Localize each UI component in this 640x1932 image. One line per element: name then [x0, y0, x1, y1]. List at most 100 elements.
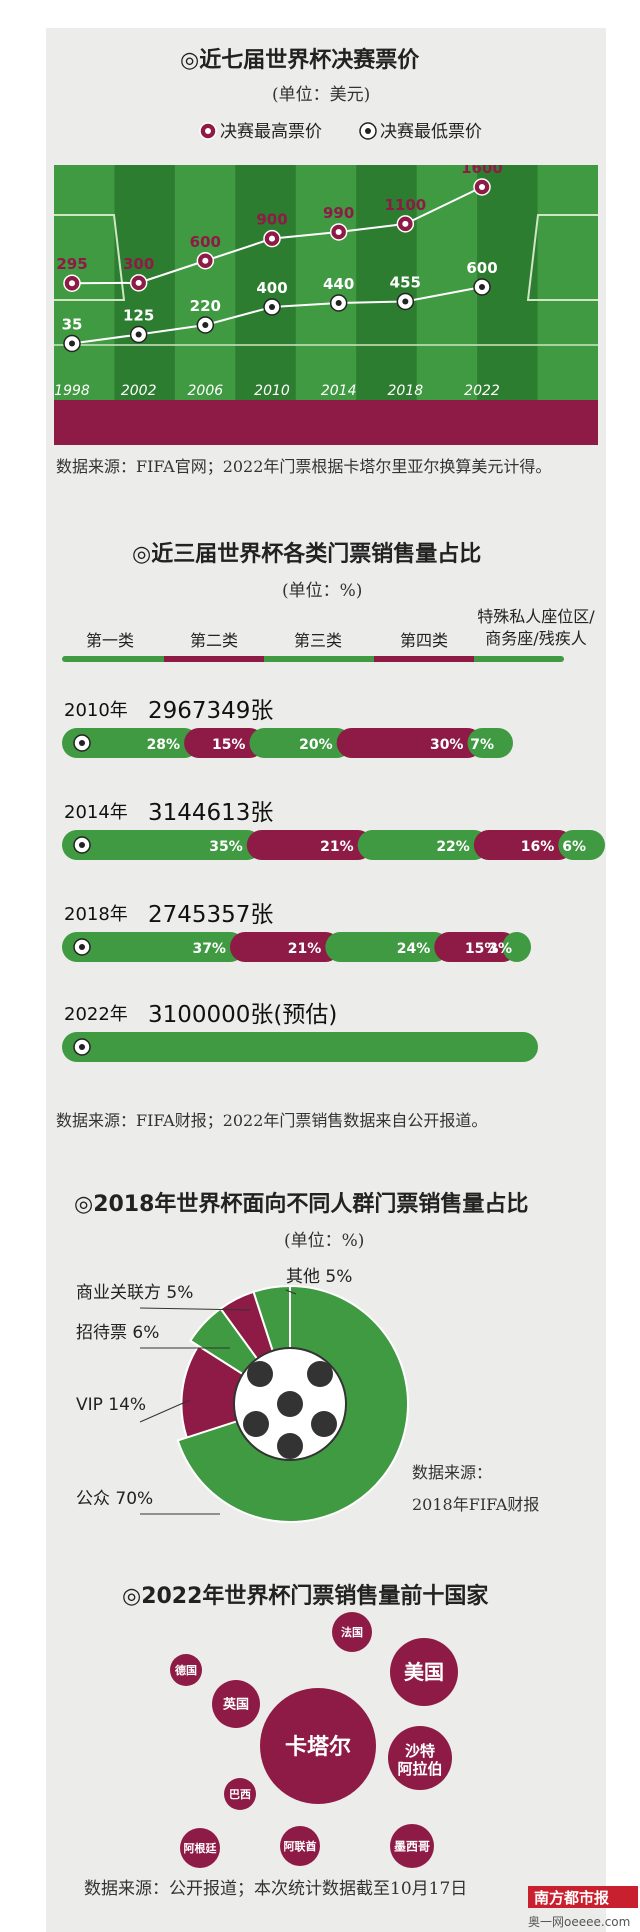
country-bubble [180, 1828, 220, 1868]
data-label: 220 [190, 297, 221, 315]
price-line-chart: 1998 2002 2006 2010 2014 2018 2022 295 300 600 90… [54, 165, 598, 445]
x-tick-label: 1998 [54, 383, 90, 399]
bar-segment [246, 830, 373, 860]
bar-segment [62, 932, 245, 962]
ball-icon [365, 128, 371, 134]
ball-marker-patch [78, 739, 86, 747]
country-name: 阿拉伯 [397, 1760, 442, 1778]
bar-value-label: 30% [430, 737, 464, 753]
country-name: 阿根廷 [184, 1841, 218, 1855]
bar-value-label: 24% [397, 941, 431, 957]
bar-segment [62, 728, 200, 758]
ball-marker-patch [68, 280, 76, 287]
row-year: 2022年 [64, 1004, 128, 1025]
price-chart-unit: (单位：美元) [272, 85, 371, 105]
soccer-ball-patch [277, 1433, 303, 1459]
bar-segment [62, 830, 262, 860]
ball-marker-patch [135, 331, 142, 338]
country-name: 德国 [174, 1663, 197, 1677]
bar-value-label: 16% [521, 839, 555, 855]
logo-url: 奥一网oeeee.com [528, 1915, 630, 1929]
bar-value-label: 3% [488, 941, 512, 957]
soccer-ball-patch [307, 1361, 333, 1387]
share-chart-title: ◎近三届世界杯各类门票销售量占比 [132, 542, 482, 567]
bar-value-label: 22% [436, 839, 470, 855]
ball-marker-patch [478, 183, 486, 191]
country-name: 英国 [222, 1697, 249, 1713]
data-label: 300 [123, 255, 154, 273]
country-name: 卡塔尔 [285, 1734, 351, 1760]
audience-source-line2: 2018年FIFA财报 [412, 1495, 540, 1514]
share-chart-source: 数据来源：FIFA财报；2022年门票销售数据来自公开报道。 [56, 1111, 488, 1130]
country-bubble [390, 1824, 434, 1868]
legend-category: 第一类 [86, 631, 134, 650]
country-chart-source: 数据来源：公开报道；本次统计数据截至10月17日 [84, 1879, 468, 1899]
country-bubble [260, 1688, 376, 1804]
x-tick-label: 2002 [121, 383, 157, 399]
price-chart-title: ◎近七届世界杯决赛票价 [180, 48, 420, 73]
country-name: 法国 [341, 1625, 363, 1639]
newspaper-logo: 南方都市报 奥一网oeeee.com [528, 1886, 638, 1929]
bar-value-label: 20% [299, 737, 333, 753]
bar-segment [558, 830, 605, 860]
pie-label: 其他 5% [286, 1267, 352, 1287]
data-label: 1600 [461, 165, 503, 177]
row-year: 2018年 [64, 904, 128, 925]
data-label: 900 [256, 211, 287, 229]
bar-segment [184, 728, 265, 758]
pitch-stripe [174, 165, 237, 400]
bar-value-label: 21% [288, 941, 322, 957]
country-name: 阿联酋 [284, 1839, 317, 1853]
data-label: 455 [390, 274, 421, 292]
bar-value-label: 37% [192, 941, 226, 957]
row-total: 3100000张(预估) [148, 1002, 337, 1028]
data-label: 600 [466, 259, 497, 277]
data-label: 440 [323, 275, 354, 293]
logo-text: 南方都市报 [534, 1889, 609, 1907]
bar-value-label: 6% [562, 839, 586, 855]
pie-leader [139, 1399, 191, 1423]
ball-marker-patch [78, 841, 86, 849]
pie-label: 公众 70% [76, 1489, 153, 1509]
pie-label: VIP 14% [76, 1395, 146, 1415]
bar-segment [62, 1032, 538, 1062]
pitch-stripe [295, 165, 358, 400]
row-total: 2745357张 [148, 902, 273, 928]
bar-value-label: 15% [465, 941, 499, 957]
pitch-stripe [537, 165, 598, 400]
country-bubble [280, 1826, 320, 1866]
x-tick-label: 2006 [188, 383, 224, 399]
bar-segment [467, 728, 513, 758]
country-name: 墨西哥 [394, 1839, 430, 1853]
ball-icon [205, 128, 211, 134]
ball-marker-patch [268, 303, 276, 311]
bar-value-label: 15% [212, 737, 246, 753]
bar-segment [249, 728, 352, 758]
bar-segment [229, 932, 341, 962]
data-label: 295 [56, 255, 87, 273]
ball-marker-patch [335, 228, 342, 236]
legend-bar [62, 656, 564, 662]
bar-segment [473, 830, 574, 860]
legend-low-label: 决赛最低票价 [380, 121, 482, 142]
ball-marker-patch [78, 943, 86, 951]
share-stacked-bar-chart: 第一类 第二类 第三类 第四类 特殊私人座位区/商务座/残疾人 2010年 2967349… [62, 607, 605, 1062]
bar-segment [325, 932, 450, 962]
country-bubble [390, 1638, 458, 1706]
row-total: 3144613张 [148, 800, 273, 826]
pie-label: 商业关联方 5% [76, 1283, 193, 1303]
ball-marker-patch [202, 321, 209, 329]
country-bubble [170, 1654, 202, 1686]
legend-category: 第二类 [190, 631, 238, 650]
ball-marker-patch [68, 340, 76, 347]
x-tick-label: 2022 [464, 383, 500, 399]
ball-marker-patch [202, 257, 209, 264]
x-tick-label: 2018 [388, 383, 424, 399]
ball-marker-patch [335, 299, 342, 307]
bar-segment [357, 830, 489, 860]
audience-chart-title: ◎2018年世界杯面向不同人群门票销售量占比 [74, 1192, 529, 1217]
country-chart-title: ◎2022年世界杯门票销售量前十国家 [122, 1584, 489, 1609]
bar-value-label: 21% [320, 839, 354, 855]
ball-marker-patch [402, 220, 409, 227]
